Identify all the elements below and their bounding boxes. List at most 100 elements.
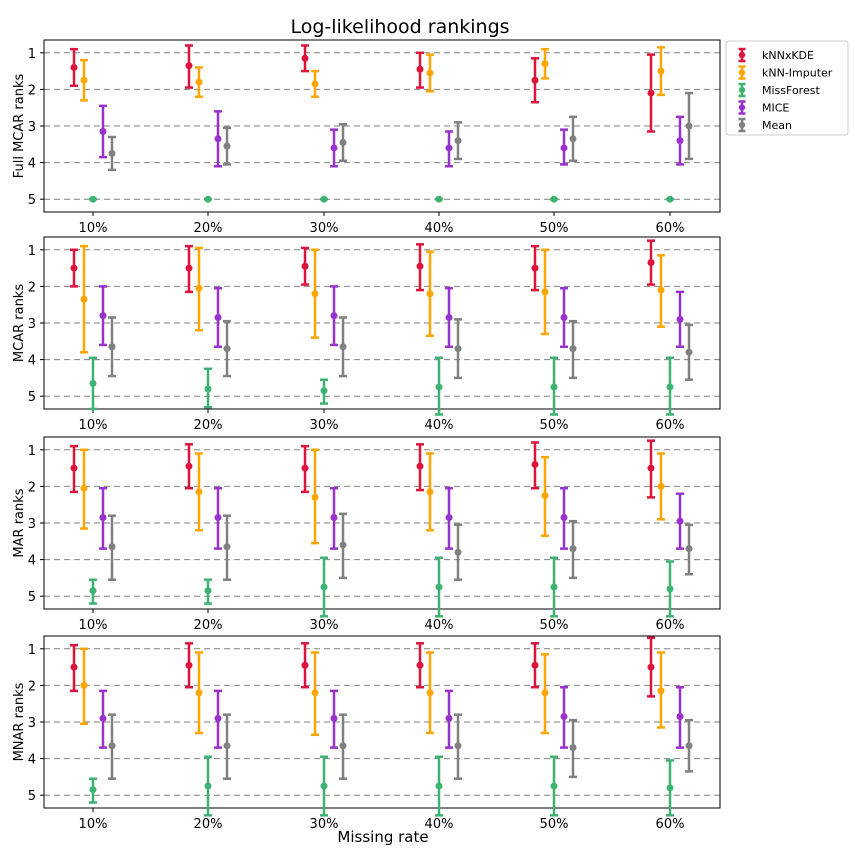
errorbar-mice	[214, 110, 222, 168]
errorbar-point	[647, 663, 655, 671]
errorbar-mean	[685, 523, 693, 576]
errorbar-knnxkde	[531, 244, 539, 292]
errorbar-point	[80, 484, 88, 492]
x-tick-label: 50%	[540, 618, 569, 633]
errorbar-knn-imputer	[195, 66, 203, 98]
x-tick-label: 50%	[540, 221, 569, 236]
errorbar-point	[550, 782, 558, 790]
errorbar-mice	[330, 486, 338, 550]
errorbar-point	[666, 585, 674, 593]
errorbar-mice	[214, 486, 222, 550]
errorbar-mean	[454, 523, 462, 581]
legend-marker-point	[738, 86, 746, 94]
errorbar-missforest	[550, 755, 558, 817]
errorbar-point	[89, 195, 97, 203]
errorbar-point	[531, 76, 539, 84]
errorbar-point	[223, 142, 231, 150]
errorbar-knnxkde	[531, 441, 539, 490]
errorbar-point	[531, 264, 539, 272]
errorbar-point	[541, 60, 549, 68]
errorbar-point	[204, 587, 212, 595]
errorbar-point	[108, 343, 116, 351]
y-tick-label: 2	[28, 83, 36, 98]
legend-marker-point	[738, 51, 746, 59]
errorbar-mice	[676, 115, 684, 166]
errorbar-mean	[108, 713, 116, 780]
x-tick-label: 30%	[310, 418, 339, 433]
errorbar-mice	[330, 689, 338, 749]
errorbar-missforest	[89, 195, 97, 203]
x-axis-label: Missing rate	[337, 828, 428, 846]
errorbar-point	[204, 195, 212, 203]
errorbar-point	[339, 541, 347, 549]
errorbar-mice	[445, 130, 453, 168]
errorbar-point	[657, 687, 665, 695]
y-tick-label: 5	[28, 590, 36, 605]
errorbar-point	[666, 383, 674, 391]
errorbar-knn-imputer	[80, 448, 88, 530]
y-tick-label: 3	[28, 317, 36, 332]
errorbar-knnxkde	[531, 642, 539, 689]
errorbar-point	[311, 493, 319, 501]
errorbar-knn-imputer	[195, 452, 203, 532]
errorbar-point	[426, 290, 434, 298]
y-tick-label: 2	[28, 280, 36, 295]
errorbar-point	[214, 314, 222, 322]
x-tick-label: 60%	[656, 418, 685, 433]
x-tick-label: 30%	[310, 221, 339, 236]
errorbar-point	[311, 689, 319, 697]
errorbar-knn-imputer	[657, 46, 665, 97]
panel-4: 1 2 3 4 5 10% 20% 30% 40% 50% 60% MNAR ranks	[12, 635, 721, 832]
x-tick-label: 20%	[194, 817, 223, 832]
errorbar-point	[454, 742, 462, 750]
errorbar-point	[676, 713, 684, 721]
errorbar-mean	[339, 122, 347, 163]
legend-label: kNN-Imputer	[762, 67, 833, 80]
errorbar-point	[339, 138, 347, 146]
errorbar-point	[214, 714, 222, 722]
errorbar-point	[99, 312, 107, 320]
legend-label: kNNxKDE	[762, 49, 814, 62]
errorbar-knn-imputer	[195, 651, 203, 735]
errorbar-point	[685, 122, 693, 130]
x-tick-label: 50%	[540, 817, 569, 832]
errorbar-point	[89, 587, 97, 595]
errorbar-mice	[99, 285, 107, 347]
errorbar-point	[301, 464, 309, 472]
y-tick-label: 1	[28, 244, 36, 259]
errorbar-point	[70, 264, 78, 272]
x-tick-label: 40%	[425, 418, 454, 433]
x-tick-label: 10%	[79, 418, 108, 433]
errorbar-mean	[569, 115, 577, 163]
errorbar-point	[223, 543, 231, 551]
errorbar-point	[416, 661, 424, 669]
errorbar-mice	[445, 486, 453, 550]
errorbar-point	[426, 69, 434, 77]
errorbar-point	[666, 784, 674, 792]
errorbar-point	[550, 583, 558, 591]
errorbar-point	[416, 462, 424, 470]
errorbar-point	[454, 137, 462, 145]
panel-3: 1 2 3 4 5 10% 20% 30% 40% 50% 60% MAR ranks	[12, 436, 721, 633]
x-tick-label: 50%	[540, 418, 569, 433]
legend-box	[725, 40, 849, 136]
errorbar-knnxkde	[416, 51, 424, 89]
errorbar-knn-imputer	[657, 452, 665, 521]
errorbar-point	[435, 782, 443, 790]
errorbar-point	[647, 464, 655, 472]
errorbar-point	[204, 385, 212, 393]
errorbar-missforest	[550, 195, 558, 203]
errorbar-point	[435, 583, 443, 591]
errorbar-knn-imputer	[541, 653, 549, 735]
errorbar-mice	[214, 689, 222, 749]
errorbar-knn-imputer	[541, 455, 549, 538]
legend: kNNxKDE kNN-Imputer MissForest MICE Mean	[725, 40, 849, 136]
errorbar-mean	[339, 713, 347, 780]
errorbar-mice	[676, 290, 684, 349]
y-tick-label: 1	[28, 444, 36, 459]
errorbar-point	[426, 689, 434, 697]
legend-label: MICE	[762, 102, 789, 115]
errorbar-point	[108, 543, 116, 551]
y-axis-label: MNAR ranks	[12, 682, 27, 761]
